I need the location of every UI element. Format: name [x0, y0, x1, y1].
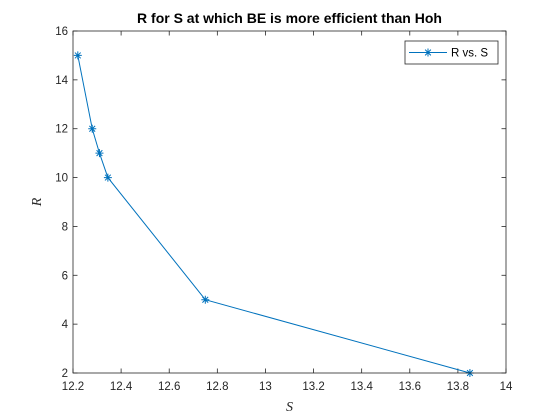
- x-tick-label: 12.8: [206, 381, 228, 393]
- legend-asterisk-icon: [424, 48, 432, 57]
- x-tick-label: 13.2: [302, 381, 324, 393]
- y-tick-label: 14: [55, 75, 68, 87]
- legend-entry-label: R vs. S: [451, 48, 488, 60]
- x-tick-label: 13: [259, 381, 272, 393]
- series-line: [77, 55, 471, 374]
- axes-box: [72, 30, 507, 374]
- legend-marker: [424, 48, 432, 57]
- data-point-marker: [95, 149, 104, 158]
- x-axis-label: S: [286, 400, 293, 415]
- tick-labels: 12.2 12.4 12.6 12.8 13 13.2 13.4 13.6 13.8 14 2 4 6 8…: [55, 26, 513, 393]
- y-tick-label: 4: [62, 319, 69, 331]
- y-tick-label: 2: [62, 368, 68, 380]
- y-tick-label: 6: [62, 270, 68, 282]
- chart-title: R for S at which BE is more efficient th…: [137, 10, 442, 26]
- x-tick-label: 12.4: [110, 381, 133, 393]
- data-point-marker: [201, 295, 210, 304]
- x-tick-label: 12.2: [62, 381, 84, 393]
- y-tick-label: 10: [55, 173, 68, 185]
- y-tick-label: 16: [55, 26, 68, 38]
- plot-area: [73, 31, 506, 373]
- x-tick-label: 13.4: [350, 381, 373, 393]
- ticks: [72, 30, 507, 374]
- data-point-marker: [73, 51, 82, 60]
- x-tick-label: 13.6: [399, 381, 421, 393]
- data-point-marker: [88, 124, 97, 133]
- legend: R vs. S: [404, 40, 499, 65]
- y-tick-label: 8: [62, 221, 68, 233]
- x-tick-label: 12.6: [158, 381, 180, 393]
- legend-box: [404, 40, 499, 65]
- y-axis-label: R: [30, 197, 45, 207]
- y-tick-label: 12: [55, 124, 68, 136]
- data-point-marker: [103, 173, 112, 182]
- x-tick-label: 14: [500, 381, 513, 393]
- x-tick-label: 13.8: [447, 381, 469, 393]
